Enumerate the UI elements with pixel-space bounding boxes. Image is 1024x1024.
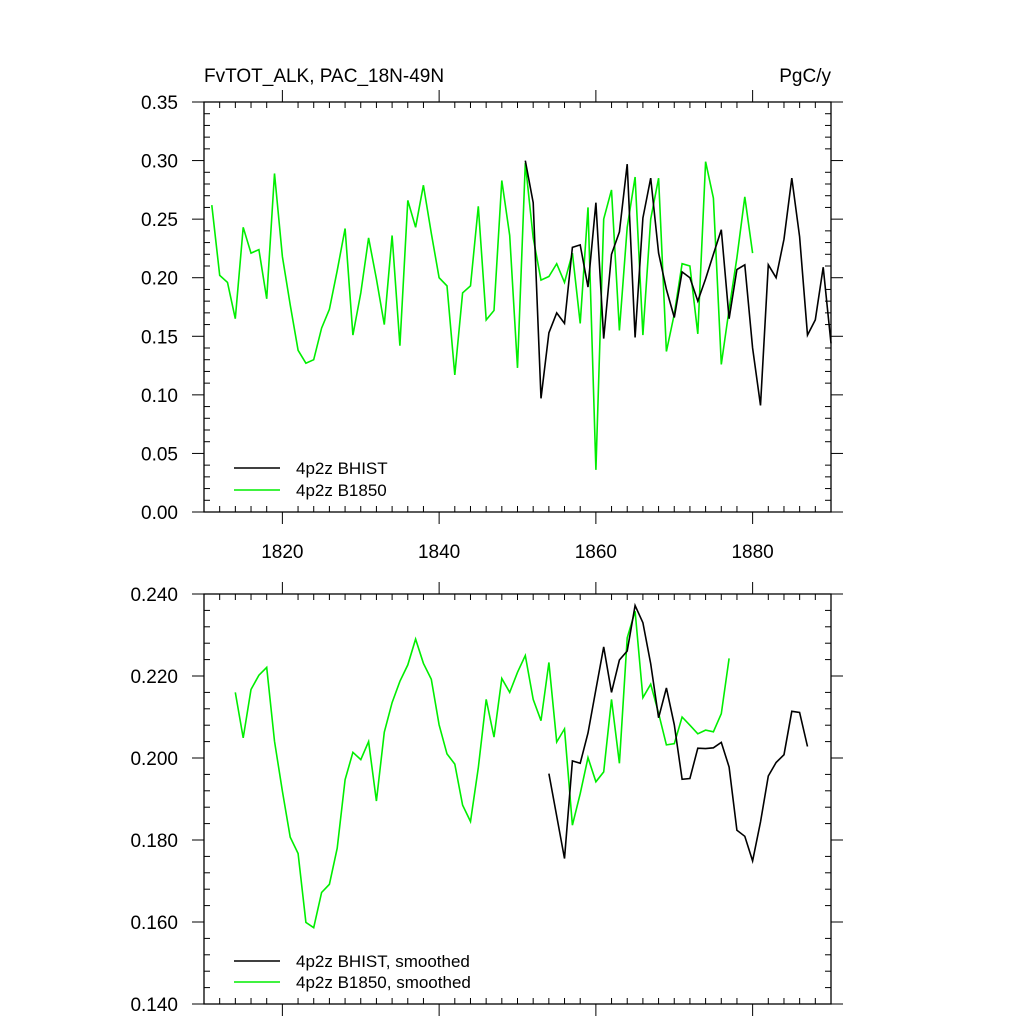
units-label: PgC/y (779, 66, 831, 87)
legend-label-b1850-smoothed: 4p2z B1850, smoothed (296, 973, 471, 992)
y-tick-label: 0.30 (141, 152, 178, 173)
x-tick-label: 1840 (418, 542, 460, 563)
y-tick-label: 0.20 (141, 269, 178, 290)
y-tick-label: 0.35 (141, 93, 178, 114)
legend-label-bhist: 4p2z BHIST (296, 459, 388, 478)
y-tick-label: 0.25 (141, 210, 178, 231)
top-plot-frame (203, 101, 832, 513)
top-series (211, 160, 832, 470)
y-tick-label: 0.220 (130, 667, 178, 688)
bottom-plot-frame (203, 593, 832, 1005)
y-tick-label: 0.160 (130, 913, 178, 934)
series-line-4p2z-b1850 (211, 161, 754, 470)
y-tick-label: 0.140 (130, 995, 178, 1016)
x-tick-label: 1860 (575, 542, 617, 563)
top-y-tick-labels: 0.00 0.05 0.10 0.15 0.20 0.25 0.30 0.35 (141, 93, 178, 524)
top-legend: 4p2z BHIST 4p2z B1850 (234, 459, 388, 500)
top-gridless-ticks (192, 90, 843, 524)
series-line-4p2z-b1850-smoothed (234, 610, 730, 930)
y-tick-label: 0.200 (130, 749, 178, 770)
plot-title: FvTOT_ALK, PAC_18N-49N (204, 66, 444, 87)
series-line-4p2z-bhist-smoothed (548, 602, 809, 865)
series-line-4p2z-bhist (524, 160, 832, 406)
y-tick-label: 0.00 (141, 503, 178, 524)
bottom-panel: 0.140 0.160 0.180 0.200 0.220 0.240 4p2z BHIS… (130, 582, 843, 1016)
y-tick-label: 0.240 (130, 585, 178, 606)
top-x-tick-labels: 1820 1840 1860 1880 (261, 542, 774, 563)
y-tick-label: 0.10 (141, 386, 178, 407)
y-tick-label: 0.180 (130, 831, 178, 852)
legend-label-bhist-smoothed: 4p2z BHIST, smoothed (296, 952, 470, 971)
bottom-y-tick-labels: 0.140 0.160 0.180 0.200 0.220 0.240 (130, 585, 178, 1016)
legend-label-b1850: 4p2z B1850 (296, 481, 387, 500)
x-tick-label: 1820 (261, 542, 303, 563)
y-tick-label: 0.05 (141, 444, 178, 465)
bottom-ticks (192, 582, 843, 1016)
top-panel: 0.00 0.05 0.10 0.15 0.20 0.25 0.30 0.35 1820 184… (141, 90, 843, 563)
x-tick-label: 1880 (731, 542, 773, 563)
bottom-series (234, 602, 809, 930)
bottom-legend: 4p2z BHIST, smoothed 4p2z B1850, smoothe… (234, 952, 471, 992)
y-tick-label: 0.15 (141, 327, 178, 348)
